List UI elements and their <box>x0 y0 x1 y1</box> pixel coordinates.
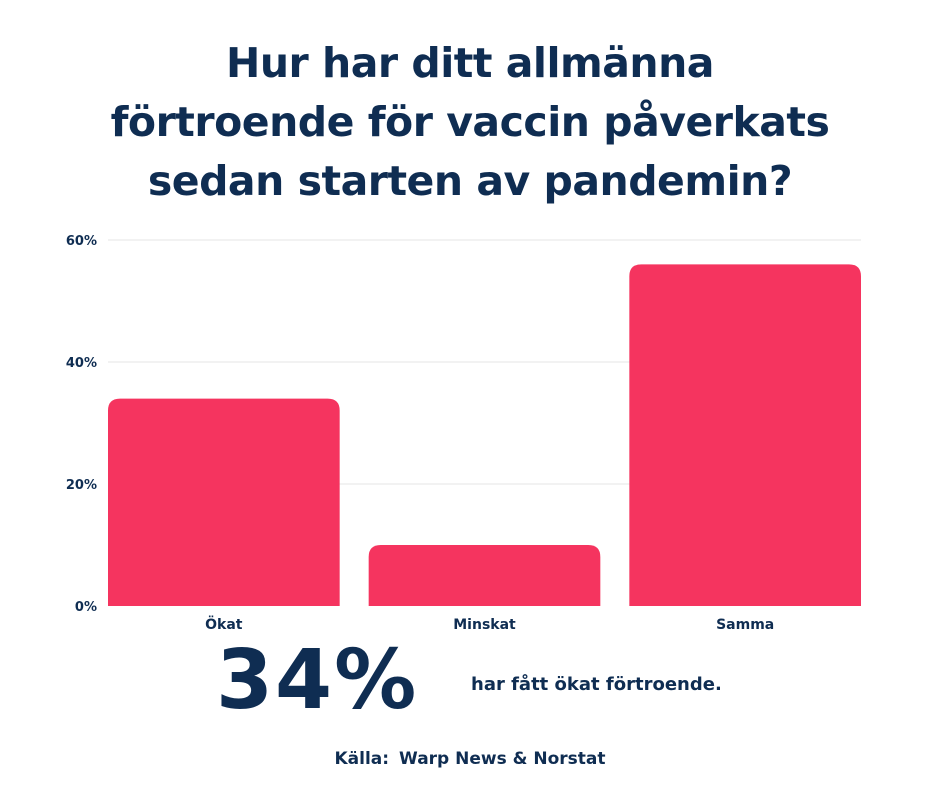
y-axis-ticks: 0% 20% 40% 60% <box>66 234 97 615</box>
source-line: Källa: Warp News & Norstat <box>0 749 940 769</box>
y-tick-label: 0% <box>75 600 97 615</box>
source-value: Warp News & Norstat <box>399 749 606 769</box>
bar-samma <box>629 264 861 606</box>
chart-title: Hur har ditt allmänna förtroende för vac… <box>110 39 830 205</box>
bar-minskat <box>368 545 601 606</box>
x-category-label: Samma <box>716 617 774 633</box>
bars <box>108 264 861 606</box>
bar-ökat <box>108 398 340 606</box>
source-label: Källa: <box>334 749 390 769</box>
y-tick-label: 20% <box>66 478 97 493</box>
bar-chart: 0% 20% 40% 60% Ökat Minskat Samma <box>66 234 861 633</box>
highlight-caption: har fått ökat förtroende. <box>471 674 722 695</box>
y-tick-label: 60% <box>66 234 97 249</box>
x-category-label: Ökat <box>205 615 243 633</box>
y-tick-label: 40% <box>66 356 97 371</box>
x-category-label: Minskat <box>453 617 516 633</box>
x-axis-categories: Ökat Minskat Samma <box>205 615 774 633</box>
highlight-value: 34% <box>216 633 419 728</box>
